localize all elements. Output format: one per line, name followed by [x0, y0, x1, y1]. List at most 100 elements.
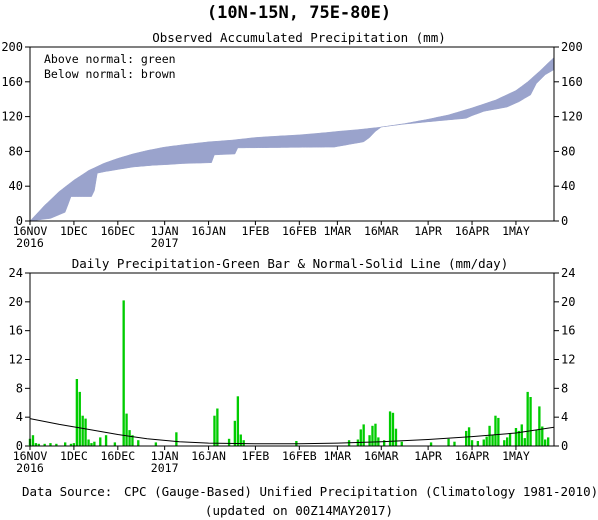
- legend-below-normal: Below normal: brown: [44, 67, 176, 81]
- daily-precip-bar: [128, 430, 131, 446]
- daily-ytick-label-left: 12: [9, 353, 23, 367]
- daily-chart-title: Daily Precipitation-Green Bar & Normal-S…: [72, 256, 509, 271]
- daily-precip-bar: [476, 441, 480, 446]
- daily-xtick-label: 16APR: [455, 449, 490, 463]
- daily-xtick-label: 1APR: [414, 449, 442, 463]
- accum-ytick-label-left: 40: [9, 179, 23, 193]
- daily-precip-bar: [368, 435, 371, 446]
- daily-precip-bar: [374, 423, 377, 446]
- daily-ytick-label-right: 12: [561, 353, 575, 367]
- daily-ytick-label-right: 0: [561, 439, 568, 453]
- accum-ytick-label-left: 80: [9, 144, 23, 158]
- daily-precip-bar: [122, 300, 125, 446]
- daily-chart-frame: [29, 272, 555, 447]
- daily-precip-bar: [508, 433, 512, 446]
- accum-ytick-label-right: 120: [561, 110, 583, 124]
- accum-difference-band: [29, 56, 555, 222]
- daily-precip-bar: [526, 391, 529, 446]
- daily-precip-bar: [69, 443, 73, 446]
- daily-xtick-label: 1FEB: [242, 449, 270, 463]
- daily-precip-bar: [538, 406, 541, 446]
- daily-precip-bar: [93, 441, 96, 446]
- daily-precip-bar: [125, 413, 128, 446]
- daily-precip-bar: [482, 439, 485, 446]
- daily-precip-bar: [517, 430, 521, 446]
- daily-precip-bar: [514, 428, 518, 446]
- daily-precip-bar: [242, 440, 245, 446]
- accum-ytick-label-left: 0: [16, 214, 23, 228]
- accum-ytick-label-right: 200: [561, 40, 583, 54]
- daily-precip-bar: [113, 442, 117, 446]
- accum-xtick-label: 1MAR: [324, 224, 352, 238]
- daily-precip-bar: [547, 437, 550, 446]
- accum-xtick-label: 1FEB: [242, 224, 270, 238]
- daily-chart-data: [28, 300, 555, 446]
- daily-precip-bar: [506, 437, 509, 446]
- daily-ytick-label-left: 4: [16, 410, 23, 424]
- daily-xtick-label: 16DEC: [101, 449, 136, 463]
- daily-xtick-label: 1JAN: [151, 449, 179, 463]
- daily-ytick-label-left: 24: [9, 266, 23, 280]
- daily-precip-bar: [359, 429, 362, 446]
- accum-xtick-label: 1JAN: [151, 224, 179, 238]
- daily-precip-bar: [388, 411, 392, 446]
- accum-ytick-label-left: 160: [1, 75, 23, 89]
- daily-precip-bar: [175, 432, 178, 446]
- daily-precip-bar: [470, 440, 474, 446]
- daily-precip-bar: [465, 430, 468, 446]
- daily-xtick-label: 16FEB: [282, 449, 317, 463]
- daily-precip-bar: [391, 412, 395, 446]
- daily-ytick-label-right: 4: [561, 410, 568, 424]
- daily-ytick-label-left: 16: [9, 324, 23, 338]
- accum-ytick-label-right: 80: [561, 144, 575, 158]
- daily-precip-bar: [64, 442, 67, 446]
- daily-precip-bar: [447, 438, 450, 446]
- daily-precip-bar: [99, 437, 102, 446]
- accum-ytick-label-right: 160: [561, 75, 583, 89]
- accum-ytick-label-left: 120: [1, 110, 23, 124]
- daily-precip-bar: [400, 441, 403, 446]
- daily-ytick-label-right: 20: [561, 295, 575, 309]
- daily-precip-bar: [494, 415, 497, 446]
- daily-precip-bar: [43, 443, 46, 446]
- daily-ytick-label-right: 24: [561, 266, 575, 280]
- daily-ytick-label-left: 0: [16, 439, 23, 453]
- daily-precip-bar: [137, 440, 140, 446]
- daily-precip-bar: [227, 438, 231, 446]
- daily-precip-bar: [523, 438, 526, 446]
- daily-precip-bar: [34, 443, 38, 446]
- daily-xtick-label: 1MAR: [324, 449, 352, 463]
- daily-precip-bar: [497, 417, 500, 446]
- daily-precip-bar: [216, 408, 219, 446]
- daily-precip-bar: [78, 391, 81, 446]
- daily-xtick-label: 16JAN: [191, 449, 226, 463]
- daily-precip-bar: [236, 396, 240, 446]
- daily-precip-bar: [383, 440, 386, 446]
- data-source-text: CPC (Gauge-Based) Unified Precipitation …: [124, 484, 598, 499]
- daily-precip-bar: [520, 424, 523, 446]
- accum-xtick-year: 2017: [151, 236, 179, 250]
- daily-xtick-year: 2016: [16, 461, 44, 475]
- accum-xtick-label: 16MAR: [364, 224, 399, 238]
- daily-precip-bar: [453, 441, 456, 446]
- daily-precip-bar: [72, 443, 76, 446]
- daily-precip-bar: [544, 439, 547, 446]
- daily-precip-bar: [233, 420, 237, 446]
- daily-precip-bar: [87, 439, 90, 446]
- daily-precip-bar: [75, 379, 79, 446]
- daily-precip-bar: [371, 425, 374, 446]
- accum-chart-title: Observed Accumulated Precipitation (mm): [152, 30, 446, 45]
- daily-precip-bar: [49, 443, 52, 446]
- daily-ytick-label-left: 20: [9, 295, 23, 309]
- daily-precip-bar: [503, 440, 506, 446]
- accum-ytick-label-right: 0: [561, 214, 568, 228]
- daily-precip-bar: [362, 424, 365, 446]
- daily-xtick-year: 2017: [151, 461, 179, 475]
- legend-above-normal: Above normal: green: [44, 52, 176, 66]
- daily-xtick-label: 1DEC: [60, 449, 88, 463]
- daily-xtick-label: 16NOV: [13, 449, 48, 463]
